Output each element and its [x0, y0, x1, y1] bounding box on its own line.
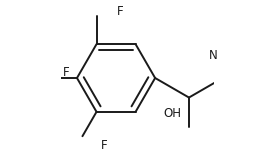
- Text: F: F: [117, 5, 123, 18]
- Text: OH: OH: [164, 107, 182, 120]
- Text: N: N: [209, 49, 218, 61]
- Text: F: F: [62, 66, 69, 79]
- Text: F: F: [101, 139, 108, 152]
